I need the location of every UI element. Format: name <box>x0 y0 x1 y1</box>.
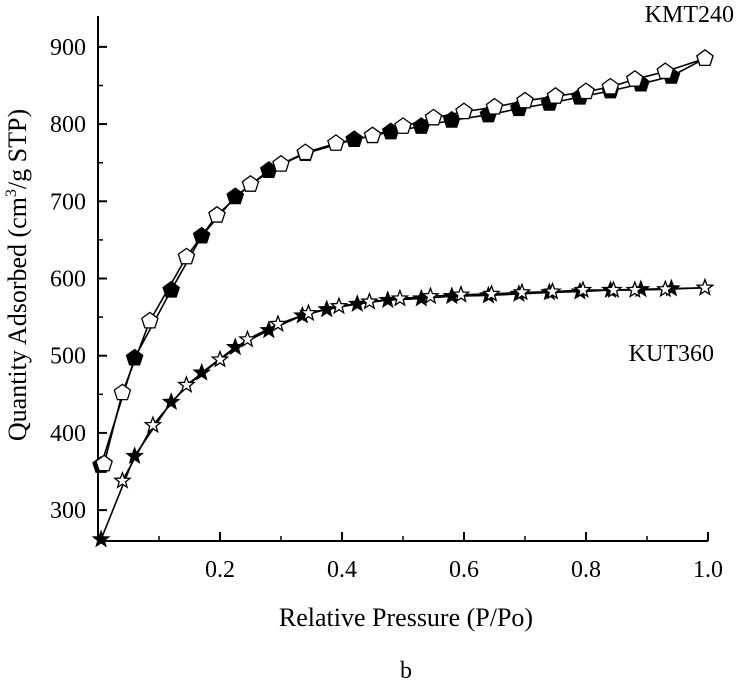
series-markers-kut360-desorption <box>113 277 715 489</box>
data-point <box>113 383 132 401</box>
data-point <box>210 349 230 368</box>
series-line-kut360-desorption <box>121 286 705 482</box>
y-axis-label: Quantity Adsorbed (cm3/g STP) <box>3 109 32 441</box>
data-point <box>272 154 290 172</box>
x-axis-label: Relative Pressure (P/Po) <box>279 603 533 632</box>
data-point <box>625 70 644 87</box>
data-point <box>192 226 211 244</box>
data-point <box>424 108 443 126</box>
data-point <box>482 284 501 302</box>
data-point <box>329 296 349 315</box>
data-point <box>543 281 562 300</box>
data-point <box>625 280 645 299</box>
y-tick-label: 900 <box>50 35 86 61</box>
data-point <box>125 348 144 366</box>
data-point <box>125 446 144 465</box>
data-point <box>363 126 382 144</box>
labels-layer: KMT240 KUT360 Relative Pressure (P/Po) Q… <box>3 2 734 684</box>
y-tick-label: 600 <box>50 267 86 293</box>
data-point <box>238 329 257 348</box>
plot-area <box>91 49 715 548</box>
y-tick-label: 300 <box>50 498 86 524</box>
data-point <box>177 375 196 394</box>
data-point <box>655 279 675 298</box>
x-tick-label: 0.4 <box>327 557 357 583</box>
data-point <box>91 529 111 548</box>
x-tick-label: 0.2 <box>205 557 235 583</box>
y-tick-label: 800 <box>50 112 86 138</box>
figure-caption: b <box>400 658 412 684</box>
data-point <box>451 284 471 303</box>
series-markers-kut360-adsorption <box>91 277 715 548</box>
data-point <box>225 337 245 356</box>
y-axis-label-rest: /g STP) <box>3 109 32 189</box>
data-point <box>696 49 714 66</box>
data-point <box>296 143 315 161</box>
data-point <box>208 205 226 223</box>
y-axis-label-superscript: 3 <box>3 189 20 197</box>
data-point <box>378 290 398 309</box>
data-point <box>512 282 532 301</box>
data-point <box>345 130 364 148</box>
data-point <box>421 286 440 305</box>
data-point <box>656 62 675 80</box>
data-point <box>317 299 337 318</box>
data-point <box>241 175 260 192</box>
data-point <box>226 187 245 205</box>
data-point <box>601 77 620 95</box>
data-point <box>604 280 623 299</box>
data-point <box>268 314 288 333</box>
data-point <box>95 454 113 472</box>
data-point <box>299 303 318 322</box>
data-point <box>577 82 595 100</box>
data-point <box>573 280 593 299</box>
y-axis-label-main: Quantity Adsorbed (cm <box>3 197 32 441</box>
data-point <box>161 392 181 410</box>
data-point <box>113 470 132 489</box>
data-point <box>141 311 159 329</box>
x-tick-label: 0.6 <box>449 557 479 583</box>
data-point <box>360 291 379 310</box>
data-point <box>455 102 473 120</box>
annotation-kmt240: KMT240 <box>645 2 734 28</box>
data-point <box>192 362 212 381</box>
axes: 0.2 0.4 0.6 0.8 1.0 300 400 500 600 700 800 900 <box>50 16 723 583</box>
data-point <box>162 280 181 298</box>
data-point <box>695 277 715 296</box>
y-tick-label: 500 <box>50 344 86 370</box>
series-markers-kmt240-desorption <box>95 49 714 472</box>
data-point <box>485 97 504 115</box>
x-tick-label: 1.0 <box>693 557 723 583</box>
series-line-kut360-adsorption <box>100 286 705 540</box>
data-point <box>347 294 367 312</box>
data-point <box>390 288 410 307</box>
data-point <box>327 134 345 151</box>
data-point <box>546 86 565 104</box>
y-tick-label: 700 <box>50 189 86 215</box>
data-point <box>143 415 163 434</box>
data-point <box>516 91 534 109</box>
y-tick-label: 400 <box>50 421 86 447</box>
annotation-kut360: KUT360 <box>629 341 714 367</box>
x-tick-label: 0.8 <box>571 557 601 583</box>
data-point <box>177 247 196 265</box>
data-point <box>394 117 412 134</box>
